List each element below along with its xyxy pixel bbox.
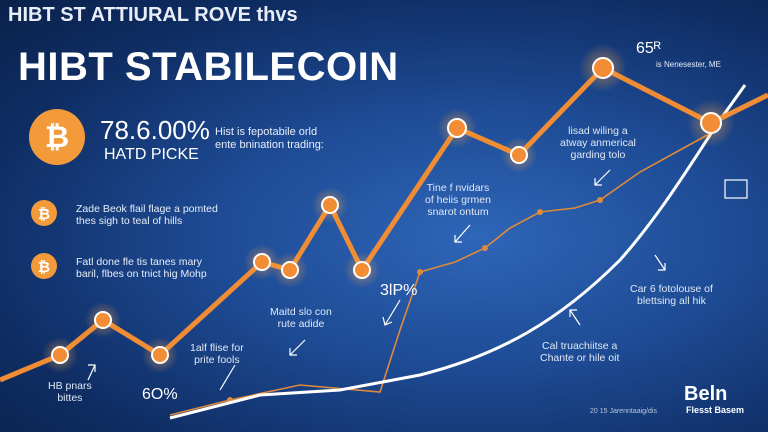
node: [312, 187, 348, 223]
text-line: Zade Beok flail flage a pomted: [76, 203, 218, 215]
dot: [597, 197, 603, 203]
text-line: rute adide: [277, 318, 325, 331]
annotation: 1alf flise for prite fools: [190, 342, 244, 366]
arrows: [87, 169, 748, 391]
text-line: prite fools: [194, 354, 240, 367]
bitcoin-icon-small: ₿: [31, 200, 57, 226]
node: [42, 337, 78, 373]
svg-text:₿: ₿: [38, 258, 50, 276]
logo-tagline: Flesst Basem: [686, 405, 745, 415]
text-line: Hist is fepotabile orld: [215, 126, 318, 138]
text-line: Car 6 fotolouse of: [630, 283, 713, 295]
stat-label: HATD PICKE: [104, 146, 199, 163]
top-right-note: is Nenesester, ME: [656, 60, 721, 69]
bullet: Zade Beok flail flage a pomted thes sigh…: [76, 203, 218, 227]
svg-text:₿: ₿: [45, 120, 69, 155]
annotation: Cal truachiitse a Chante or hile oit: [540, 340, 619, 364]
stat-desc: Hist is fepotabile orld ente bnination t…: [215, 126, 324, 151]
annotation: HB pnars bittes: [48, 380, 92, 404]
arrow: [219, 364, 236, 391]
text-line: Chante or hile oit: [540, 352, 620, 365]
text-line: Cal truachiitse a: [542, 340, 618, 352]
logo: Beln: [684, 383, 728, 405]
bitcoin-icon-large: ₿: [29, 109, 85, 165]
text-line: bittes: [57, 392, 83, 405]
percent-label: 3lP%: [380, 282, 418, 299]
thin-line-dots: [227, 197, 603, 403]
annotation: Car 6 fotolouse of blettsing all hik: [630, 283, 713, 307]
text-line: HB pnars: [48, 380, 92, 392]
orange-nodes: [42, 44, 735, 373]
stat-value: 78.6.00%: [100, 115, 210, 145]
dot: [417, 269, 423, 275]
text-line: of heiis grmen: [425, 194, 491, 207]
node: [244, 244, 280, 280]
text-line: 1alf flise for: [190, 342, 244, 354]
top-right-value: 65ᴿ: [636, 40, 662, 57]
text-line: snarot ontum: [427, 206, 489, 219]
white-line: [169, 84, 747, 420]
arrow: [289, 339, 306, 356]
annotation: lisad wiling a atway anmerical garding t…: [560, 125, 636, 161]
text-line: atway anmerical: [560, 137, 636, 150]
node: [687, 99, 735, 147]
text-line: Fatl done fle tis tanes mary: [76, 256, 203, 268]
text-line: baril, flbes on tnict hig Mohp: [76, 268, 207, 281]
node: [142, 337, 178, 373]
arrow: [654, 254, 666, 271]
arrow: [569, 309, 581, 326]
dot: [482, 245, 488, 251]
percent-label: 6O%: [142, 386, 178, 403]
svg-text:₿: ₿: [38, 205, 50, 223]
text-line: thes sigh to teal of hills: [76, 215, 183, 228]
footer-note: 20 15 Jarenntaaig/dis: [590, 408, 657, 415]
annotation: Maitd slo con rute adide: [270, 306, 332, 330]
node: [579, 44, 627, 92]
arrow: [382, 299, 401, 326]
text-line: garding tolo: [570, 149, 626, 162]
icon-box: [724, 179, 748, 199]
bullet: Fatl done fle tis tanes mary baril, flbe…: [76, 256, 207, 280]
text-line: lisad wiling a: [568, 125, 628, 137]
text-line: Maitd slo con: [270, 306, 332, 318]
node: [501, 137, 537, 173]
text-line: Tine f nvidars: [426, 182, 490, 194]
node: [437, 108, 477, 148]
text-line: ente bnination trading:: [215, 138, 324, 151]
arrow: [454, 224, 471, 243]
node: [85, 302, 121, 338]
node: [344, 252, 380, 288]
arrow: [87, 364, 96, 381]
node: [272, 252, 308, 288]
title: HIBT STABILECOIN: [18, 45, 399, 89]
subtitle: HIBT ST ATTIURAL ROVE thvs: [8, 4, 298, 26]
bitcoin-icon-small: ₿: [31, 253, 57, 279]
annotation: Tine f nvidars of heiis grmen snarot ont…: [425, 182, 491, 218]
dot: [537, 209, 543, 215]
text-line: blettsing all hik: [637, 295, 706, 308]
arrow: [594, 169, 611, 186]
